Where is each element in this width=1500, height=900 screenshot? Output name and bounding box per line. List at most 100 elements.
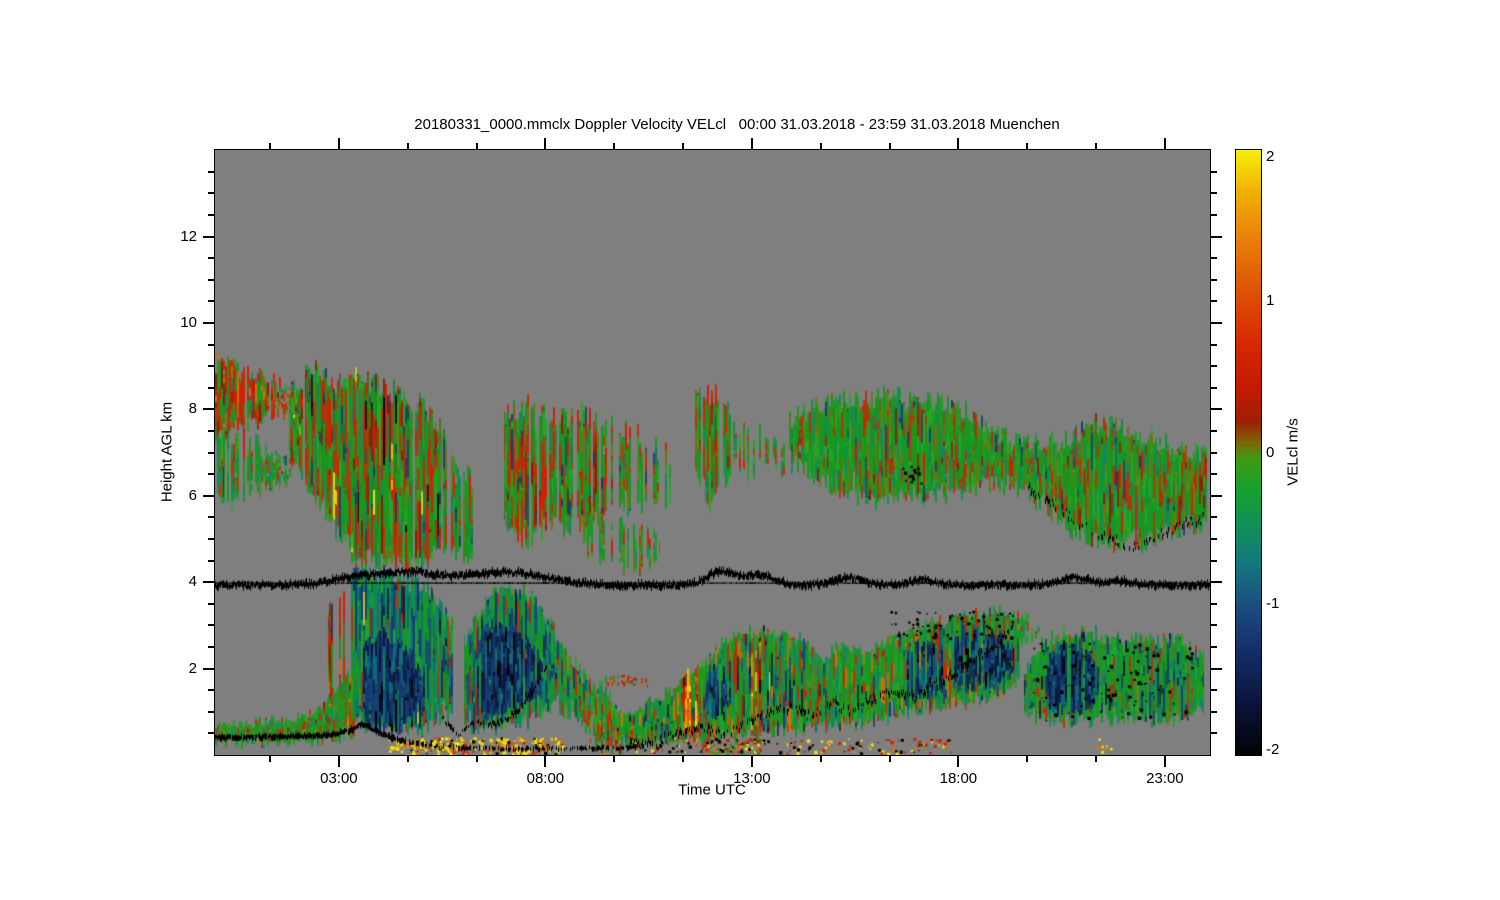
x-tick	[1163, 756, 1166, 767]
y-tick	[208, 451, 214, 454]
y-tick	[1211, 278, 1217, 281]
y-tick	[208, 386, 214, 389]
y-tick	[1211, 710, 1217, 713]
y-tick	[208, 689, 214, 692]
y-tick	[208, 343, 214, 346]
plot-area	[214, 149, 1211, 756]
colorbar-tick-label: 1	[1266, 292, 1275, 310]
y-tick	[208, 278, 214, 281]
x-tick	[1026, 756, 1029, 762]
x-tick	[475, 756, 478, 762]
y-tick	[1211, 667, 1222, 670]
x-tick	[819, 143, 822, 149]
y-tick	[208, 170, 214, 173]
y-tick	[208, 538, 214, 540]
y-tick	[1211, 473, 1217, 476]
y-tick	[208, 732, 214, 735]
x-tick	[269, 143, 272, 149]
x-tick	[957, 138, 960, 149]
y-tick	[1211, 408, 1222, 411]
y-tick	[208, 473, 214, 476]
colorbar-tick-label: -2	[1266, 741, 1280, 758]
x-tick	[888, 143, 891, 149]
x-tick	[682, 143, 685, 149]
y-tick	[1211, 689, 1217, 692]
x-tick	[1095, 143, 1098, 149]
x-tick	[750, 138, 753, 149]
colorbar-tick-label: 2	[1266, 148, 1275, 165]
colorbar-gradient	[1236, 150, 1261, 755]
y-tick	[203, 494, 214, 497]
y-tick	[203, 408, 214, 411]
y-tick	[203, 235, 214, 238]
y-tick	[1211, 602, 1217, 605]
x-axis-title: Time UTC	[678, 781, 746, 799]
x-tick	[406, 756, 409, 762]
x-tick	[475, 143, 478, 149]
y-tick	[1211, 494, 1222, 497]
y-tick	[208, 214, 214, 216]
y-axis-title: Height AGL km	[158, 401, 176, 503]
y-tick	[208, 516, 214, 519]
y-tick	[1211, 343, 1217, 346]
y-tick	[208, 300, 214, 303]
x-tick	[1163, 138, 1166, 149]
y-tick	[1211, 646, 1217, 648]
x-tick-label: 08:00	[526, 770, 565, 787]
y-tick	[208, 192, 214, 195]
y-tick	[1211, 300, 1217, 303]
y-tick	[1211, 192, 1217, 195]
y-tick	[1211, 624, 1217, 627]
y-tick	[1211, 451, 1217, 454]
y-tick	[1211, 581, 1222, 584]
x-tick	[750, 756, 753, 767]
x-tick	[613, 756, 616, 762]
y-tick	[208, 624, 214, 627]
y-tick	[208, 430, 214, 432]
y-tick	[1211, 386, 1217, 389]
y-tick	[203, 667, 214, 670]
velocity-heatmap-canvas	[215, 150, 1210, 755]
x-tick	[957, 756, 960, 767]
y-tick	[203, 322, 214, 324]
y-tick	[1211, 257, 1217, 260]
y-tick-label: 4	[188, 573, 197, 591]
x-tick	[337, 756, 340, 767]
y-tick	[1211, 365, 1217, 368]
y-tick-label: 12	[180, 227, 197, 245]
y-tick	[208, 602, 214, 605]
x-tick	[1095, 756, 1098, 762]
x-tick	[337, 138, 340, 149]
y-tick	[203, 581, 214, 584]
x-tick	[682, 756, 685, 762]
y-tick	[1211, 322, 1222, 324]
y-tick	[208, 365, 214, 368]
x-tick	[613, 143, 616, 149]
y-tick	[1211, 732, 1217, 735]
y-tick	[208, 710, 214, 713]
y-tick	[1211, 516, 1217, 519]
y-tick	[208, 559, 214, 562]
colorbar-tick-label: 0	[1266, 443, 1275, 461]
x-tick	[269, 756, 272, 762]
x-tick-label: 18:00	[939, 770, 978, 787]
y-tick	[1211, 430, 1217, 432]
y-tick	[208, 257, 214, 260]
y-tick	[1211, 235, 1222, 238]
x-tick	[1026, 143, 1029, 149]
plot-title: 20180331_0000.mmclx Doppler Velocity VEL…	[414, 116, 1060, 133]
y-tick-label: 6	[188, 486, 197, 504]
x-tick	[406, 143, 409, 149]
y-tick-label: 10	[180, 314, 197, 331]
colorbar-tick-label: -1	[1266, 594, 1280, 612]
y-tick	[1211, 538, 1217, 540]
x-tick	[544, 756, 547, 767]
y-tick-label: 8	[188, 400, 197, 418]
y-tick	[1211, 214, 1217, 216]
x-tick-label: 23:00	[1146, 770, 1184, 787]
y-tick-label: 2	[188, 659, 197, 677]
x-tick	[544, 138, 547, 149]
colorbar	[1235, 149, 1262, 756]
y-tick	[1211, 170, 1217, 173]
colorbar-title: VELcl m/s	[1284, 418, 1302, 486]
